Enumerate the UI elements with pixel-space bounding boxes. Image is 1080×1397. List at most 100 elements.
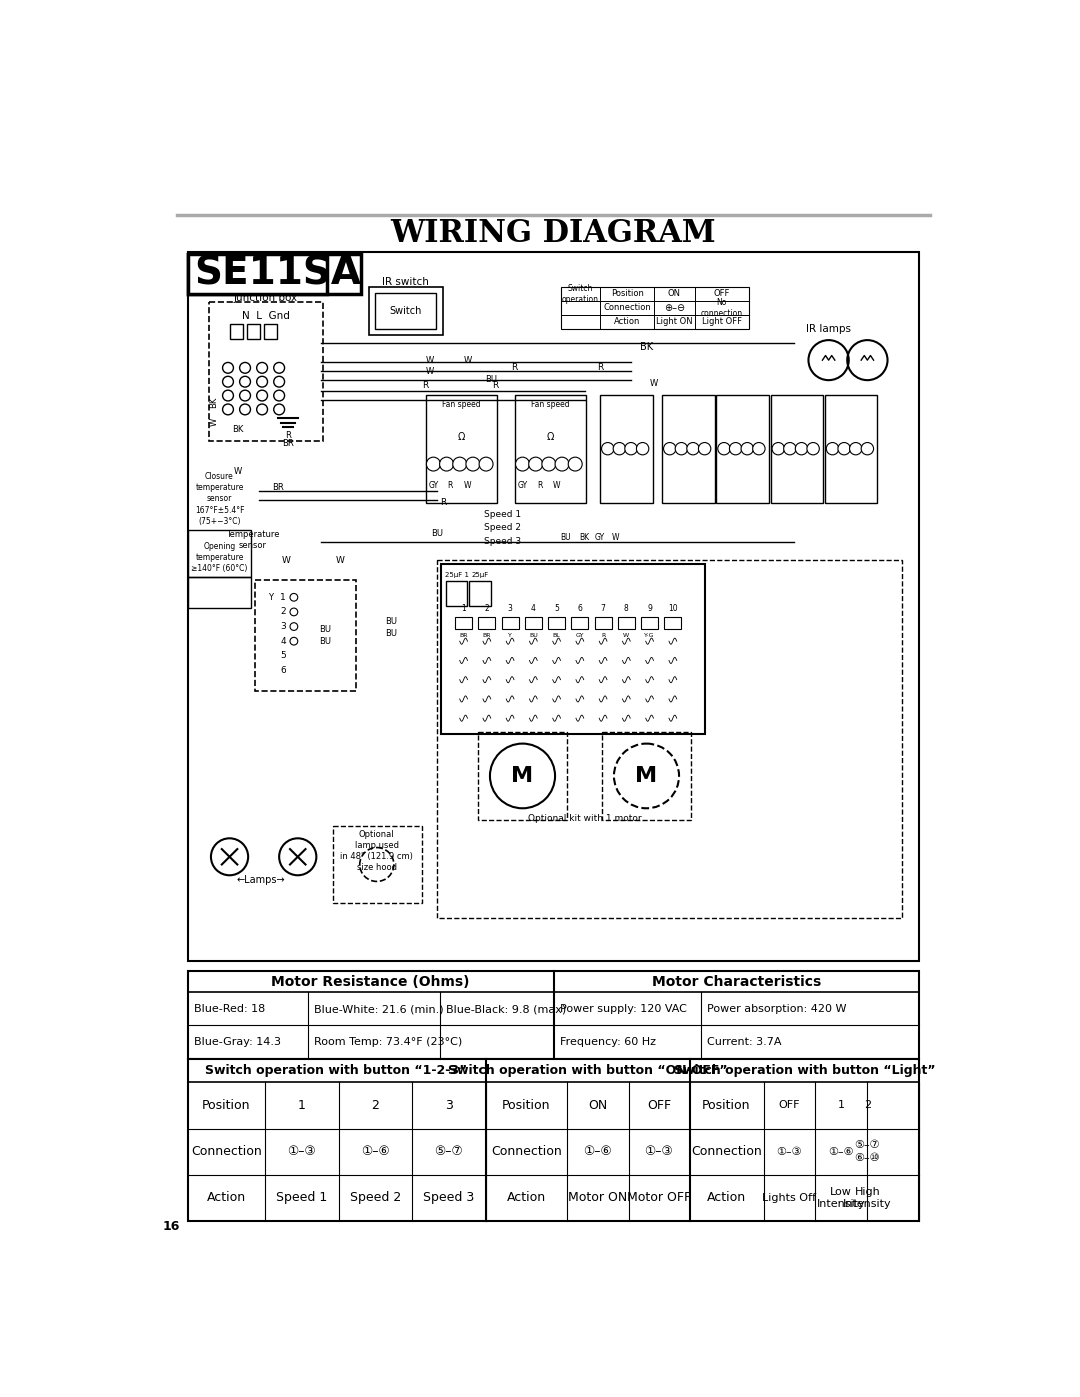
Text: GY: GY [595, 532, 605, 542]
Text: Connection: Connection [604, 303, 651, 313]
Text: GY: GY [429, 481, 438, 490]
Text: 5: 5 [281, 651, 286, 661]
Bar [571, 616, 589, 629]
Circle shape [625, 443, 637, 455]
Text: 10: 10 [669, 605, 677, 613]
Bar [230, 324, 243, 339]
Text: OFF: OFF [714, 289, 730, 299]
Text: W: W [426, 367, 434, 376]
Bar [375, 293, 436, 328]
Bar [478, 732, 567, 820]
Text: ①–③: ①–③ [287, 1146, 316, 1158]
Text: R: R [448, 481, 454, 490]
Text: GY: GY [576, 633, 584, 637]
Text: ⊕–⊖: ⊕–⊖ [664, 303, 685, 313]
Text: W: W [611, 532, 619, 542]
Text: WIRING DIAGRAM: WIRING DIAGRAM [391, 218, 716, 249]
Text: ON: ON [588, 1099, 607, 1112]
Text: Closure
temperature
sensor
167°F±5.4°F
(75+−3°C): Closure temperature sensor 167°F±5.4°F (… [194, 472, 244, 525]
Text: 2: 2 [485, 605, 489, 613]
Text: Y: Y [268, 592, 273, 602]
Text: BU: BU [529, 633, 538, 637]
Text: IR switch: IR switch [382, 278, 430, 288]
Bar [437, 560, 902, 918]
Text: BU: BU [384, 617, 396, 626]
Circle shape [257, 362, 268, 373]
Circle shape [529, 457, 542, 471]
Bar [515, 395, 586, 503]
Text: BU: BU [559, 532, 570, 542]
Bar [455, 616, 472, 629]
Bar [562, 286, 748, 328]
Bar [188, 529, 252, 577]
Text: W: W [234, 467, 242, 476]
Text: W: W [464, 356, 472, 365]
Bar [441, 564, 704, 733]
Text: Current: 3.7A: Current: 3.7A [707, 1038, 782, 1048]
Bar [446, 581, 468, 606]
Text: SE11SA: SE11SA [194, 254, 361, 293]
Text: Temperature
sensor: Temperature sensor [226, 531, 280, 550]
Text: ⑤–⑦
⑥–⑩: ⑤–⑦ ⑥–⑩ [854, 1140, 880, 1162]
Bar [369, 286, 443, 335]
Text: 4: 4 [531, 605, 536, 613]
Circle shape [850, 443, 862, 455]
Bar [188, 253, 919, 961]
Text: 4: 4 [281, 637, 286, 645]
Circle shape [465, 457, 480, 471]
Text: 2: 2 [281, 608, 286, 616]
Text: Speed 1: Speed 1 [276, 1192, 327, 1204]
Circle shape [222, 376, 233, 387]
Text: Low
Intensity: Low Intensity [816, 1186, 865, 1208]
Text: Power absorption: 420 W: Power absorption: 420 W [707, 1004, 847, 1014]
Circle shape [273, 390, 284, 401]
Circle shape [718, 443, 730, 455]
Text: 8: 8 [624, 605, 629, 613]
Text: M: M [512, 766, 534, 787]
Text: R: R [512, 363, 518, 373]
Text: IR lamps: IR lamps [806, 324, 851, 334]
Bar [426, 395, 497, 503]
Text: W: W [426, 356, 434, 365]
Bar [188, 971, 919, 1059]
Circle shape [795, 443, 808, 455]
Text: Blue-Gray: 14.3: Blue-Gray: 14.3 [194, 1038, 281, 1048]
Text: R: R [597, 363, 603, 373]
Text: ←Lamps→: ←Lamps→ [237, 875, 285, 884]
Text: Blue-Red: 18: Blue-Red: 18 [194, 1004, 266, 1014]
Text: N  L  Gnd: N L Gnd [242, 312, 289, 321]
Text: Ω: Ω [546, 432, 554, 441]
Text: 6: 6 [281, 666, 286, 675]
Text: Junction box: Junction box [234, 293, 298, 303]
Circle shape [257, 390, 268, 401]
Text: Speed 2: Speed 2 [350, 1192, 401, 1204]
Bar [716, 395, 769, 503]
Text: 25µF 1: 25µF 1 [445, 571, 469, 578]
Text: Motor ON: Motor ON [568, 1192, 627, 1204]
Text: BK: BK [640, 342, 653, 352]
Bar [265, 324, 276, 339]
Text: BR: BR [459, 633, 468, 637]
Text: Light ON: Light ON [656, 317, 692, 326]
Text: 3: 3 [508, 605, 513, 613]
Text: Frequency: 60 Hz: Frequency: 60 Hz [559, 1038, 656, 1048]
Text: Motor Characteristics: Motor Characteristics [651, 975, 821, 989]
Bar [600, 395, 652, 503]
Circle shape [222, 404, 233, 415]
Bar [188, 577, 252, 608]
Bar [478, 616, 496, 629]
Bar [188, 1059, 919, 1221]
Bar [247, 324, 260, 339]
Text: 1: 1 [281, 592, 286, 602]
Text: ①–③: ①–③ [777, 1147, 802, 1157]
Text: Action: Action [613, 317, 640, 326]
Text: ①–⑥: ①–⑥ [828, 1147, 854, 1157]
Text: Speed 1: Speed 1 [484, 510, 521, 518]
Text: 3: 3 [445, 1099, 453, 1112]
Text: 2: 2 [372, 1099, 379, 1112]
Text: Y: Y [509, 633, 512, 637]
Bar [188, 254, 327, 293]
Text: 25µF: 25µF [471, 571, 488, 578]
Text: Action: Action [706, 1192, 746, 1204]
Text: Fan speed: Fan speed [442, 400, 481, 408]
